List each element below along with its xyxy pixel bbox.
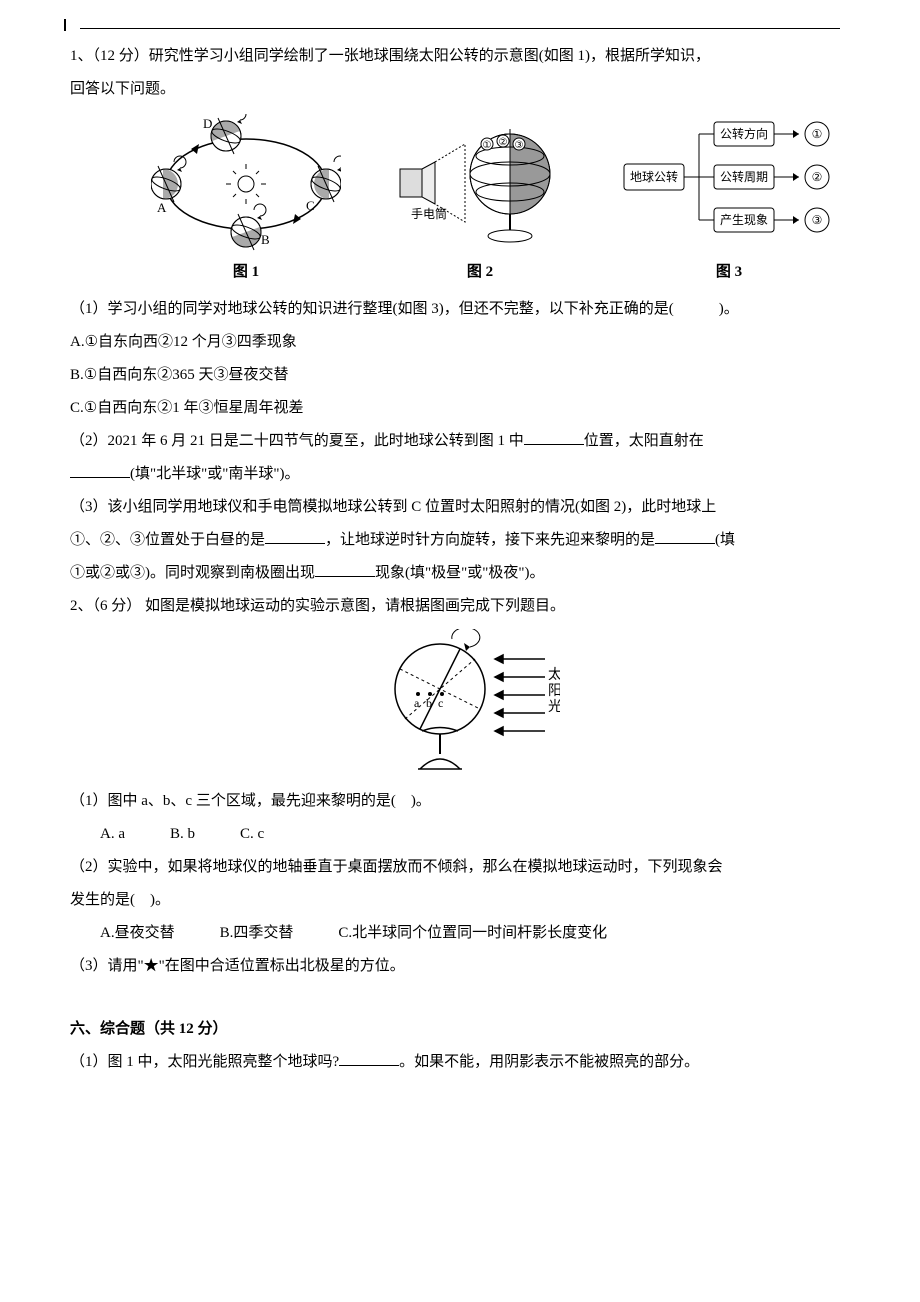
fig2-caption: 图 2 bbox=[395, 256, 565, 289]
section6-line1: （1）图 1 中，太阳光能照亮整个地球吗? 。如果不能，用阴影表示不能被照亮的部分… bbox=[70, 1046, 860, 1079]
q1-sub1-optA: A.①自东向西②12 个月③四季现象 bbox=[70, 326, 860, 359]
section6-title: 六、综合题（共 12 分） bbox=[70, 1013, 860, 1046]
fig1-caption: 图 1 bbox=[151, 256, 341, 289]
blank[interactable] bbox=[70, 462, 130, 478]
fig1-label-C: C bbox=[306, 198, 315, 213]
q1-sub2-line2: (填"北半球"或"南半球")。 bbox=[70, 458, 860, 491]
q2-sub2-opts: A.昼夜交替 B.四季交替 C.北半球同个位置同一时间杆影长度变化 bbox=[70, 917, 860, 950]
q1-sub1-text: （1）学习小组的同学对地球公转的知识进行整理(如图 3)，但还不完整，以下补充正… bbox=[70, 293, 860, 326]
svg-text:公转周期: 公转周期 bbox=[720, 169, 768, 184]
section6-line1a: （1）图 1 中，太阳光能照亮整个地球吗? bbox=[70, 1054, 339, 1070]
fig3-caption: 图 3 bbox=[619, 256, 839, 289]
svg-text:③: ③ bbox=[515, 140, 524, 151]
q1-sub2: （2）2021 年 6 月 21 日是二十四节气的夏至，此时地球公转到图 1 中… bbox=[70, 425, 860, 458]
q1-stem-line2: 回答以下问题。 bbox=[70, 73, 860, 106]
svg-text:阳: 阳 bbox=[548, 683, 560, 699]
fig3-root: 地球公转 bbox=[630, 169, 678, 184]
blank[interactable] bbox=[655, 528, 715, 544]
q1-sub3-a: （3）该小组同学用地球仪和手电筒模拟地球公转到 C 位置时太阳照射的情况(如图 … bbox=[70, 491, 860, 524]
q1-figure-row: A B C bbox=[130, 114, 860, 289]
q2-fig-block: a b c 太 阳 光 bbox=[80, 629, 860, 779]
q1-sub2-c: (填"北半球"或"南半球")。 bbox=[130, 466, 299, 482]
q1-sub3-d: (填 bbox=[715, 532, 735, 548]
svg-text:②: ② bbox=[812, 170, 823, 184]
svg-text:②: ② bbox=[499, 137, 508, 148]
q2-sub3: （3）请用"★"在图中合适位置标出北极星的方位。 bbox=[70, 950, 860, 983]
blank[interactable] bbox=[339, 1050, 399, 1066]
fig3-block: 地球公转 公转方向 ① 公转周期 ② 产生现象 bbox=[619, 114, 839, 289]
q1-sub3-f: 现象(填"极昼"或"极夜")。 bbox=[375, 565, 544, 581]
svg-text:a: a bbox=[414, 696, 420, 710]
fig3-svg: 地球公转 公转方向 ① 公转周期 ② 产生现象 bbox=[619, 114, 839, 254]
q1-sub3-e: ①或②或③)。同时观察到南极圈出现 bbox=[70, 565, 315, 581]
q1-sub3-line3: ①或②或③)。同时观察到南极圈出现 现象(填"极昼"或"极夜")。 bbox=[70, 557, 860, 590]
q1-sub3-b: ①、②、③位置处于白昼的是 bbox=[70, 532, 265, 548]
q1-sub2-b: 位置，太阳直射在 bbox=[584, 433, 704, 449]
blank[interactable] bbox=[524, 429, 584, 445]
svg-text:①: ① bbox=[483, 140, 492, 151]
q2-sub1-opts: A. a B. b C. c bbox=[70, 818, 860, 851]
q1-sub2-a: （2）2021 年 6 月 21 日是二十四节气的夏至，此时地球公转到图 1 中 bbox=[70, 433, 524, 449]
q1-stem-line1: 1、（12 分）研究性学习小组同学绘制了一张地球围绕太阳公转的示意图(如图 1)… bbox=[70, 40, 860, 73]
fig2-torch-label: 手电筒 bbox=[411, 206, 447, 221]
svg-text:b: b bbox=[426, 696, 432, 710]
fig1-svg: A B C bbox=[151, 114, 341, 254]
q1-sub1-optC: C.①自西向东②1 年③恒星周年视差 bbox=[70, 392, 860, 425]
fig1-block: A B C bbox=[151, 114, 341, 289]
q1-sub3-c: ，让地球逆时针方向旋转，接下来先迎来黎明的是 bbox=[325, 532, 655, 548]
section6-line1b: 。如果不能，用阴影表示不能被照亮的部分。 bbox=[399, 1054, 699, 1070]
fig1-label-B: B bbox=[261, 232, 270, 247]
svg-text:光: 光 bbox=[548, 699, 560, 715]
q2-stem: 2、（6 分） 如图是模拟地球运动的实验示意图，请根据图画完成下列题目。 bbox=[70, 590, 860, 623]
fig2-block: ① ② ③ 手电筒 图 2 bbox=[395, 114, 565, 289]
svg-text:产生现象: 产生现象 bbox=[720, 213, 768, 227]
blank[interactable] bbox=[265, 528, 325, 544]
q1-sub3-line2: ①、②、③位置处于白昼的是 ，让地球逆时针方向旋转，接下来先迎来黎明的是 (填 bbox=[70, 524, 860, 557]
fig1-label-D: D bbox=[203, 116, 212, 131]
svg-text:①: ① bbox=[812, 127, 823, 141]
q2-sub2-b: 发生的是( )。 bbox=[70, 884, 860, 917]
q2-fig-svg: a b c 太 阳 光 bbox=[380, 629, 560, 779]
fig2-svg: ① ② ③ 手电筒 bbox=[395, 114, 565, 254]
q2-sub2-a: （2）实验中，如果将地球仪的地轴垂直于桌面摆放而不倾斜，那么在模拟地球运动时，下… bbox=[70, 851, 860, 884]
svg-text:公转方向: 公转方向 bbox=[720, 126, 768, 141]
q1-sub1-optB: B.①自西向东②365 天③昼夜交替 bbox=[70, 359, 860, 392]
svg-text:太: 太 bbox=[548, 667, 560, 683]
blank[interactable] bbox=[315, 561, 375, 577]
q2-sub1-text: （1）图中 a、b、c 三个区域，最先迎来黎明的是( )。 bbox=[70, 785, 860, 818]
svg-text:c: c bbox=[438, 696, 443, 710]
fig1-label-A: A bbox=[157, 200, 167, 215]
svg-text:③: ③ bbox=[812, 213, 823, 227]
